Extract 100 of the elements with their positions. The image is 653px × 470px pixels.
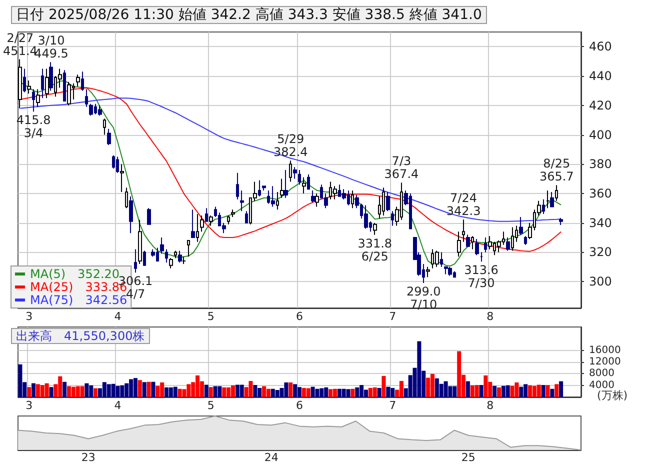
annotation: 331.8 6/25 [358, 236, 392, 264]
candlestick [333, 186, 337, 200]
candlestick [484, 237, 487, 253]
bar [417, 341, 422, 397]
candlestick [165, 248, 168, 263]
bar [506, 385, 510, 397]
x-tick-label: 8 [486, 399, 494, 412]
x-tick-label: 5 [207, 399, 214, 412]
candlestick [85, 88, 88, 108]
bar [546, 385, 550, 397]
candlestick [448, 266, 452, 276]
y-tick-label: 360 [589, 186, 612, 200]
bar [554, 384, 559, 397]
candlestick [129, 196, 133, 234]
bar [310, 386, 315, 397]
candlestick [160, 237, 164, 254]
bar [151, 382, 156, 397]
candlestick [120, 164, 124, 193]
bar [346, 389, 350, 397]
bar [18, 364, 22, 397]
candlestick [89, 103, 93, 116]
legend-label: MA(5) 352.20 [30, 267, 120, 281]
bar [27, 387, 32, 397]
y-tick-label: 440 [589, 69, 612, 84]
bar [62, 382, 67, 397]
bar [164, 387, 169, 397]
bar [213, 386, 218, 397]
candlestick [205, 208, 208, 222]
candlestick [382, 187, 385, 216]
x-tick-label: 3 [26, 310, 33, 323]
bar [284, 382, 288, 397]
x-tick-label: 6 [296, 310, 303, 323]
bar [253, 385, 258, 397]
candlestick [307, 174, 310, 190]
y-tick-label: 340 [589, 216, 612, 230]
bar [138, 380, 142, 397]
candlestick [200, 215, 204, 232]
annotation: 313.6 7/30 [464, 263, 498, 290]
chart-title: 出来高 41,550,300株 [16, 329, 145, 343]
candlestick [178, 250, 182, 263]
candlestick [227, 215, 230, 225]
bar [84, 383, 89, 397]
bar [208, 387, 213, 397]
candlestick [236, 172, 239, 200]
candlestick [36, 88, 40, 108]
x-tick-label: 3 [26, 399, 33, 412]
bar [178, 388, 182, 397]
y-tick-label: 4000 [589, 380, 614, 391]
bar [474, 385, 479, 397]
x-tick-label: 25 [461, 451, 476, 464]
bar [248, 380, 253, 397]
y-tick-label: 420 [589, 98, 612, 112]
bar [218, 386, 222, 397]
bar [293, 384, 298, 397]
candlestick [519, 216, 523, 236]
candlestick [107, 128, 111, 146]
candlestick [555, 184, 558, 202]
candlestick [426, 266, 430, 278]
bar [266, 388, 270, 397]
candlestick [475, 238, 479, 256]
x-tick-label: 24 [264, 451, 278, 464]
candlestick [298, 170, 301, 186]
bar [492, 386, 497, 397]
bar [377, 388, 382, 397]
candlestick [315, 192, 319, 208]
candlestick [440, 252, 443, 268]
candlestick [506, 237, 510, 252]
bar [111, 384, 116, 397]
bar [146, 382, 151, 397]
candlestick [182, 256, 186, 264]
candlestick [293, 166, 297, 180]
candlestick [364, 204, 368, 230]
annotation: 7/24 342.3 [446, 190, 481, 218]
candlestick [187, 240, 190, 258]
candlestick [231, 209, 235, 218]
y-tick-label: 16000 [589, 344, 621, 356]
y-tick-label: 400 [589, 128, 612, 142]
bar [399, 380, 404, 397]
candlestick [258, 180, 261, 197]
bar [457, 351, 462, 397]
bar [466, 381, 470, 397]
candlestick [49, 62, 53, 92]
candlestick [41, 68, 44, 99]
bar [240, 384, 244, 397]
bar [315, 388, 320, 397]
candlestick [98, 104, 102, 116]
bar [80, 386, 84, 397]
bar [372, 387, 377, 397]
bar [49, 387, 54, 397]
candlestick [138, 219, 142, 264]
x-tick-label: 23 [81, 451, 96, 464]
bar [142, 382, 146, 397]
candlestick [550, 192, 554, 208]
bar [550, 388, 554, 397]
y-tick-label: 300 [589, 274, 612, 289]
candlestick [116, 156, 119, 174]
bar [536, 384, 541, 397]
chart-title: 日付 2025/08/26 11:30 始値 342.2 高値 343.3 安値 338.5 終値 341.0 [16, 7, 482, 23]
bar [382, 376, 386, 397]
candlestick [45, 68, 49, 99]
